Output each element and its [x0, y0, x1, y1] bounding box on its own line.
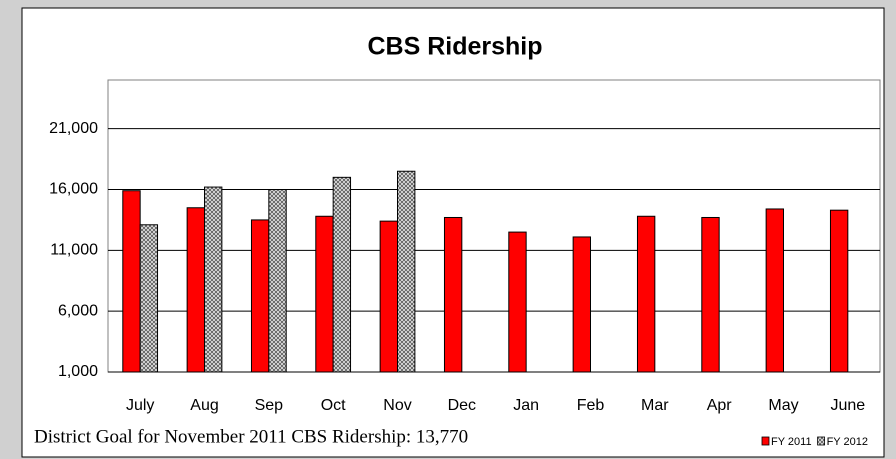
bar	[379, 220, 399, 373]
bar	[315, 215, 334, 373]
x-tick-label: May	[768, 397, 798, 414]
x-tick-label: Nov	[383, 397, 411, 414]
bar	[122, 190, 141, 373]
bar	[397, 170, 416, 373]
y-tick-label: 11,000	[50, 242, 98, 259]
bar	[701, 216, 720, 373]
x-tick-label: Feb	[577, 397, 605, 414]
x-tick-label: Oct	[321, 397, 346, 414]
y-tick-label: 16,000	[49, 181, 98, 198]
y-tick-label: 1,000	[58, 363, 98, 380]
y-tick-label: 21,000	[49, 120, 98, 137]
legend-swatch	[761, 436, 770, 446]
bar	[139, 224, 159, 373]
x-tick-label: Dec	[448, 397, 476, 414]
legend-label: FY 2011	[771, 436, 812, 448]
bar	[204, 186, 223, 373]
x-tick-label: Sep	[255, 397, 284, 414]
bar	[572, 236, 592, 373]
x-tick-label: Aug	[190, 397, 218, 414]
bar	[332, 176, 352, 373]
x-tick-label: Jan	[513, 397, 539, 414]
chart-title: CBS Ridership	[367, 33, 542, 61]
bar	[829, 209, 849, 373]
annotation: District Goal for November 2011 CBS Ride…	[34, 426, 468, 447]
bar	[765, 208, 785, 373]
x-tick-label: July	[126, 397, 154, 414]
legend-label: FY 2012	[827, 436, 868, 448]
bar	[508, 231, 527, 373]
bar	[250, 219, 270, 373]
bar	[636, 215, 656, 373]
plot-area	[107, 79, 881, 373]
bar	[186, 207, 206, 373]
bar	[443, 216, 463, 373]
legend-swatch	[817, 436, 825, 446]
x-tick-label: June	[830, 397, 865, 414]
y-tick-label: 6,000	[58, 302, 98, 319]
x-tick-label: Mar	[641, 397, 669, 414]
x-tick-label: Apr	[707, 397, 733, 414]
bar	[268, 189, 287, 373]
